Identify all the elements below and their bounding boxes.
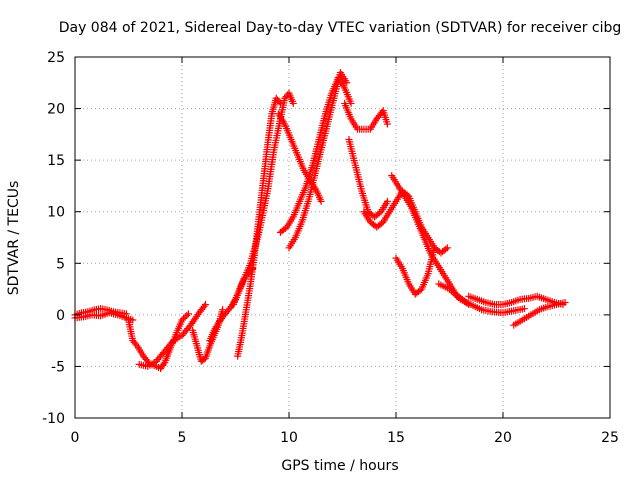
data-point bbox=[347, 99, 355, 107]
data-point bbox=[383, 197, 391, 205]
data-point bbox=[289, 99, 297, 107]
data-point bbox=[561, 298, 569, 306]
data-point bbox=[443, 244, 451, 252]
data-point bbox=[181, 313, 189, 321]
data-point bbox=[168, 338, 176, 346]
data-point bbox=[184, 310, 192, 318]
x-axis-ticks: 0 5 10 15 20 25 bbox=[71, 57, 619, 446]
data-point bbox=[160, 360, 168, 368]
x-tick-label: 20 bbox=[494, 430, 512, 446]
data-point bbox=[275, 98, 283, 106]
y-tick-label: -10 bbox=[42, 411, 65, 427]
data-point bbox=[343, 79, 351, 87]
series-arc-11 bbox=[285, 68, 351, 252]
series-arc-17 bbox=[435, 280, 528, 317]
data-point bbox=[180, 314, 188, 322]
series-arc-7 bbox=[234, 94, 284, 360]
series-arc-19 bbox=[510, 298, 569, 329]
chart-title: Day 084 of 2021, Sidereal Day-to-day VTE… bbox=[59, 20, 622, 36]
x-tick-label: 15 bbox=[387, 430, 405, 446]
data-point bbox=[442, 245, 450, 253]
data-point bbox=[202, 301, 210, 309]
data-point bbox=[383, 120, 391, 128]
series-arc-12 bbox=[341, 99, 391, 133]
data-point bbox=[200, 302, 208, 310]
data-points bbox=[71, 68, 569, 372]
data-point bbox=[132, 340, 140, 348]
x-tick-label: 25 bbox=[601, 430, 619, 446]
data-point bbox=[178, 316, 186, 324]
plot-frame bbox=[74, 56, 611, 419]
y-tick-label: 20 bbox=[47, 102, 65, 118]
series-arc-2 bbox=[71, 309, 137, 324]
data-point bbox=[226, 304, 234, 312]
y-tick-label: 10 bbox=[47, 205, 65, 221]
y-tick-label: 5 bbox=[56, 256, 65, 272]
series-arc-13 bbox=[345, 136, 391, 221]
data-point bbox=[317, 197, 325, 205]
data-point bbox=[431, 244, 439, 252]
data-point bbox=[520, 305, 528, 313]
series-arc-16 bbox=[392, 244, 439, 298]
series-arc-3 bbox=[125, 310, 192, 372]
grid-lines bbox=[75, 57, 610, 418]
y-tick-label: 15 bbox=[47, 153, 65, 169]
x-tick-label: 5 bbox=[178, 430, 187, 446]
x-tick-label: 10 bbox=[280, 430, 298, 446]
y-tick-label: -5 bbox=[51, 359, 65, 375]
y-axis-label: SDTVAR / TECUs bbox=[6, 181, 22, 296]
series-arc-4 bbox=[135, 301, 210, 370]
series-arc-8 bbox=[229, 89, 297, 309]
x-axis-label: GPS time / hours bbox=[281, 458, 398, 474]
y-axis-ticks: -10 -5 0 5 10 15 20 25 bbox=[42, 50, 610, 427]
x-tick-label: 0 bbox=[71, 430, 80, 446]
y-tick-label: 25 bbox=[47, 50, 65, 66]
data-point bbox=[183, 311, 191, 319]
y-tick-label: 0 bbox=[56, 308, 65, 324]
